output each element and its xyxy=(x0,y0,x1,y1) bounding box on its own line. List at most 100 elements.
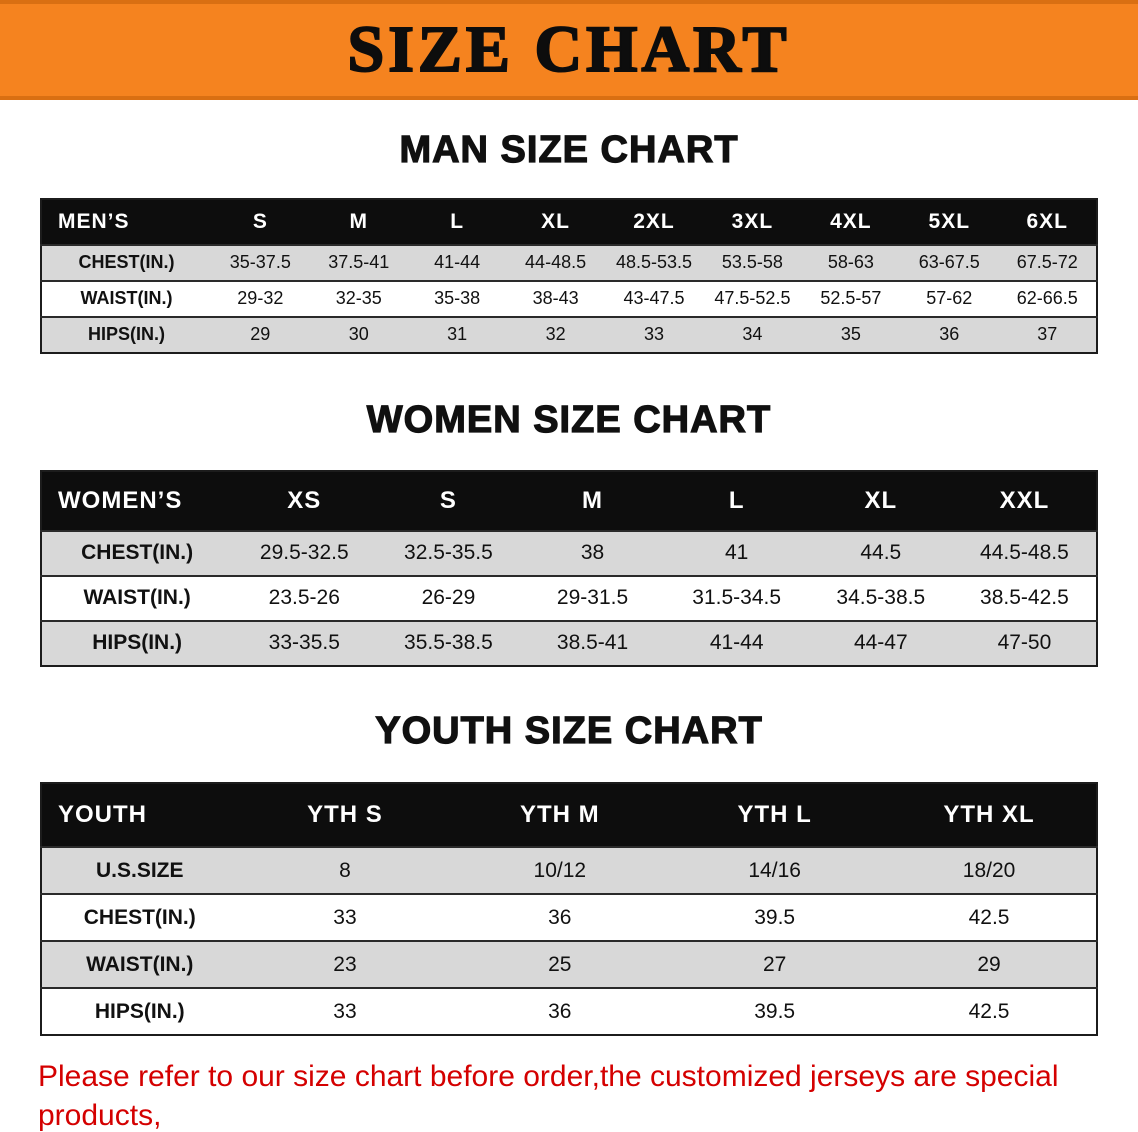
column-header: 2XL xyxy=(604,198,704,245)
size-value-cell: 23 xyxy=(237,940,453,989)
column-header: M xyxy=(520,470,665,531)
size-value-cell: 41 xyxy=(664,529,809,576)
size-value-cell: 57-62 xyxy=(900,279,999,317)
size-value-cell: 35 xyxy=(801,315,901,353)
size-value-cell: 33 xyxy=(237,893,453,942)
size-value-cell: 37.5-41 xyxy=(309,243,408,281)
size-value-cell: 63-67.5 xyxy=(900,243,999,281)
size-value-cell: 29 xyxy=(882,940,1097,989)
size-value-cell: 44.5 xyxy=(808,529,953,576)
size-value-cell: 44-48.5 xyxy=(506,243,605,281)
women-section-heading: WOMEN SIZE CHART xyxy=(366,398,772,441)
table-header-row: WOMEN’S XS S M L XL XXL xyxy=(41,470,1097,531)
column-header: XL xyxy=(506,198,605,245)
size-value-cell: 33 xyxy=(604,315,704,353)
women-size-table: WOMEN’S XS S M L XL XXL CHEST(IN.) 29.5-32.5 32.5… xyxy=(40,469,1098,667)
row-label: CHEST(IN.) xyxy=(41,243,212,281)
men-size-section: MAN SIZE CHART MEN’S S M L XL 2XL 3XL 4XL 5XL 6XL… xyxy=(0,129,1138,354)
size-value-cell: 29-31.5 xyxy=(520,574,665,621)
row-label: WAIST(IN.) xyxy=(41,574,233,621)
table-header-row: YOUTH YTH S YTH M YTH L YTH XL xyxy=(41,783,1097,848)
size-value-cell: 37 xyxy=(998,315,1097,353)
size-value-cell: 32-35 xyxy=(309,279,408,317)
page-title: SIZE CHART xyxy=(347,13,791,86)
column-header: YTH S xyxy=(237,783,453,848)
size-value-cell: 36 xyxy=(452,893,668,942)
column-header: 5XL xyxy=(900,198,999,245)
size-value-cell: 38-43 xyxy=(506,279,605,317)
size-value-cell: 33 xyxy=(237,987,453,1036)
banner: SIZE CHART xyxy=(0,0,1138,100)
size-value-cell: 43-47.5 xyxy=(604,279,704,317)
row-label: U.S.SIZE xyxy=(41,846,238,895)
table-title-cell: WOMEN’S xyxy=(41,470,233,531)
column-header: S xyxy=(211,198,310,245)
size-value-cell: 26-29 xyxy=(376,574,521,621)
column-header: 4XL xyxy=(801,198,901,245)
row-label: HIPS(IN.) xyxy=(41,315,212,353)
table-row: HIPS(IN.) 33 36 39.5 42.5 xyxy=(41,987,1097,1036)
table-row: HIPS(IN.) 33-35.5 35.5-38.5 38.5-41 41-44 44-… xyxy=(41,619,1097,666)
size-value-cell: 48.5-53.5 xyxy=(604,243,704,281)
size-value-cell: 14/16 xyxy=(667,846,883,895)
table-title-cell: MEN’S xyxy=(41,198,212,245)
disclaimer-line-1: Please refer to our size chart before or… xyxy=(38,1060,1059,1132)
size-value-cell: 30 xyxy=(309,315,408,353)
size-value-cell: 23.5-26 xyxy=(232,574,377,621)
size-value-cell: 38 xyxy=(520,529,665,576)
column-header: M xyxy=(309,198,408,245)
disclaimer: Please refer to our size chart before or… xyxy=(0,1036,1138,1132)
table-title-cell: YOUTH xyxy=(41,783,238,848)
table-row: CHEST(IN.) 29.5-32.5 32.5-35.5 38 41 44.5 44.5… xyxy=(41,529,1097,576)
column-header: XXL xyxy=(952,470,1097,531)
size-value-cell: 38.5-41 xyxy=(520,619,665,666)
size-value-cell: 41-44 xyxy=(407,243,507,281)
table-row: HIPS(IN.) 29 30 31 32 33 34 35 36 37 xyxy=(41,315,1097,353)
youth-size-table: YOUTH YTH S YTH M YTH L YTH XL U.S.SIZE 8 10/12… xyxy=(40,782,1098,1037)
size-value-cell: 18/20 xyxy=(882,846,1097,895)
column-header: XS xyxy=(232,470,377,531)
size-value-cell: 34.5-38.5 xyxy=(808,574,953,621)
size-value-cell: 41-44 xyxy=(664,619,809,666)
size-value-cell: 44.5-48.5 xyxy=(952,529,1097,576)
size-value-cell: 62-66.5 xyxy=(998,279,1097,317)
size-value-cell: 29 xyxy=(211,315,310,353)
size-value-cell: 35-38 xyxy=(407,279,507,317)
size-value-cell: 36 xyxy=(900,315,999,353)
row-label: CHEST(IN.) xyxy=(41,529,233,576)
column-header: YTH L xyxy=(667,783,883,848)
column-header: L xyxy=(664,470,809,531)
size-value-cell: 58-63 xyxy=(801,243,901,281)
size-value-cell: 42.5 xyxy=(882,987,1097,1036)
row-label: HIPS(IN.) xyxy=(41,987,238,1036)
column-header: XL xyxy=(808,470,953,531)
youth-size-section: YOUTH SIZE CHART YOUTH YTH S YTH M YTH L YTH… xyxy=(0,709,1138,1037)
size-value-cell: 38.5-42.5 xyxy=(952,574,1097,621)
size-value-cell: 8 xyxy=(237,846,453,895)
table-row: WAIST(IN.) 23.5-26 26-29 29-31.5 31.5-34.5 34… xyxy=(41,574,1097,621)
column-header: YTH XL xyxy=(882,783,1097,848)
size-value-cell: 35-37.5 xyxy=(211,243,310,281)
men-section-heading: MAN SIZE CHART xyxy=(399,129,739,172)
size-value-cell: 44-47 xyxy=(808,619,953,666)
size-value-cell: 29.5-32.5 xyxy=(232,529,377,576)
size-value-cell: 35.5-38.5 xyxy=(376,619,521,666)
row-label: WAIST(IN.) xyxy=(41,940,238,989)
size-value-cell: 32.5-35.5 xyxy=(376,529,521,576)
size-value-cell: 39.5 xyxy=(667,987,883,1036)
size-value-cell: 31.5-34.5 xyxy=(664,574,809,621)
table-row: WAIST(IN.) 29-32 32-35 35-38 38-43 43-47.5 47.… xyxy=(41,279,1097,317)
size-value-cell: 52.5-57 xyxy=(801,279,901,317)
women-size-section: WOMEN SIZE CHART WOMEN’S XS S M L XL XXL CHEST(… xyxy=(0,398,1138,667)
column-header: L xyxy=(407,198,507,245)
size-value-cell: 10/12 xyxy=(452,846,668,895)
row-label: CHEST(IN.) xyxy=(41,893,238,942)
column-header: 6XL xyxy=(998,198,1097,245)
size-value-cell: 67.5-72 xyxy=(998,243,1097,281)
size-value-cell: 47-50 xyxy=(952,619,1097,666)
size-value-cell: 31 xyxy=(407,315,507,353)
size-value-cell: 34 xyxy=(703,315,802,353)
size-value-cell: 47.5-52.5 xyxy=(703,279,802,317)
size-value-cell: 27 xyxy=(667,940,883,989)
